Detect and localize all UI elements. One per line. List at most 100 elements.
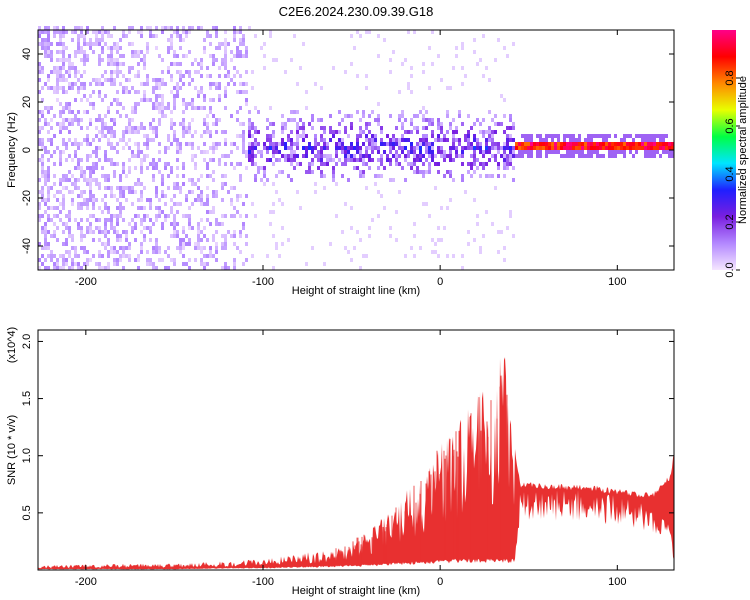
spectrogram-cell	[158, 54, 161, 58]
spectrogram-cell	[44, 222, 47, 226]
spectrogram-cell	[80, 206, 83, 210]
spectrogram-cell	[188, 126, 191, 130]
spectrogram-cell	[41, 262, 44, 266]
spectrogram-cell	[200, 90, 203, 94]
spectrogram-cell	[71, 38, 74, 42]
spectrogram-cell	[662, 150, 665, 154]
snr-spikes	[335, 375, 512, 566]
spectrogram-cell	[179, 78, 182, 82]
spectrogram-cell	[119, 70, 122, 74]
spectrogram-cell	[62, 86, 65, 90]
spectrogram-cell	[101, 266, 104, 270]
spectrogram-cell	[503, 146, 506, 150]
spectrogram-cell	[68, 62, 71, 66]
spectrogram-cell	[185, 54, 188, 58]
spectrogram-cell	[158, 258, 161, 262]
spectrogram-cell	[287, 118, 290, 122]
spectrogram-cell	[59, 130, 62, 134]
spectrogram-cell	[272, 162, 275, 166]
spectrogram-cell	[536, 142, 539, 146]
spectrogram-cell	[209, 222, 212, 226]
spectrogram-cell	[587, 134, 590, 138]
spectrogram-cell	[167, 186, 170, 190]
spectrogram-cell	[41, 214, 44, 218]
spectrogram-cell	[53, 254, 56, 258]
spectrogram-cell	[140, 218, 143, 222]
spectrogram-cell	[407, 162, 410, 166]
spectrogram-cell	[122, 54, 125, 58]
spectrogram-cell	[131, 126, 134, 130]
spectrogram-cell	[434, 138, 437, 142]
spectrogram-cell	[98, 94, 101, 98]
spectrogram-cell	[194, 246, 197, 250]
spectrogram-cell	[569, 142, 572, 146]
spectrogram-cell	[323, 186, 326, 190]
spectrogram-cell	[92, 238, 95, 242]
spectrogram-cell	[158, 214, 161, 218]
spectrogram-cell	[74, 250, 77, 254]
spectrogram-cell	[605, 146, 608, 150]
spectrogram-cell	[53, 86, 56, 90]
spectrogram-cell	[170, 122, 173, 126]
spectrogram-cell	[155, 46, 158, 50]
spectrogram-cell	[92, 150, 95, 154]
spectrogram-cell	[470, 142, 473, 146]
spectrogram-cell	[224, 62, 227, 66]
spectrogram-cell	[197, 106, 200, 110]
spectrogram-cell	[173, 202, 176, 206]
spectrogram-cell	[194, 86, 197, 90]
spectrogram-cell	[116, 238, 119, 242]
spectrogram-cell	[53, 30, 56, 34]
spectrogram-cell	[578, 142, 581, 146]
spectrogram-cell	[341, 138, 344, 142]
spectrogram-cell	[347, 158, 350, 162]
spectrogram-cell	[161, 82, 164, 86]
spectrogram-cell	[137, 182, 140, 186]
spectrogram-cell	[143, 186, 146, 190]
spectrogram-cell	[122, 30, 125, 34]
spectrogram-cell	[149, 162, 152, 166]
spectrogram-cell	[215, 222, 218, 226]
spectrogram-cell	[182, 26, 185, 30]
spectrogram-cell	[218, 86, 221, 90]
spectrogram-cell	[449, 86, 452, 90]
spectrogram-cell	[671, 142, 674, 146]
spectrogram-cell	[254, 174, 257, 178]
spectrogram-cell	[665, 146, 668, 150]
spectrogram-cell	[413, 162, 416, 166]
spectrogram-cell	[647, 142, 650, 146]
spectrogram-cell	[161, 210, 164, 214]
spectrogram-cell	[224, 142, 227, 146]
spectrogram-cell	[599, 134, 602, 138]
spectrogram-cell	[287, 134, 290, 138]
spectrogram-cell	[56, 238, 59, 242]
spectrogram-cell	[152, 126, 155, 130]
spectrogram-cell	[368, 114, 371, 118]
spectrogram-cell	[365, 86, 368, 90]
spectrogram-cell	[389, 138, 392, 142]
spectrogram-cell	[653, 150, 656, 154]
spectrogram-cell	[281, 226, 284, 230]
spectrogram-cell	[119, 62, 122, 66]
spectrogram-cell	[239, 42, 242, 46]
spectrogram-cell	[104, 134, 107, 138]
spectrogram-cell	[389, 114, 392, 118]
spectrogram-cell	[341, 142, 344, 146]
spectrogram-cell	[143, 90, 146, 94]
spectrogram-cell	[599, 154, 602, 158]
spectrogram-cell	[182, 98, 185, 102]
spectrogram-cell	[467, 242, 470, 246]
spectrogram-cell	[188, 74, 191, 78]
spectrogram-cell	[509, 118, 512, 122]
spectrogram-cell	[311, 158, 314, 162]
spectrogram-cell	[458, 114, 461, 118]
colorbar-tick-label: 0.4	[724, 166, 736, 181]
spectrogram-cell	[209, 110, 212, 114]
spectrogram-cell	[263, 174, 266, 178]
spectrogram-cell	[215, 242, 218, 246]
spectrogram-cell	[212, 122, 215, 126]
spectrogram-cell	[125, 238, 128, 242]
spectrogram-cell	[320, 118, 323, 122]
spectrogram-cell	[218, 42, 221, 46]
spectrogram-cell	[332, 66, 335, 70]
